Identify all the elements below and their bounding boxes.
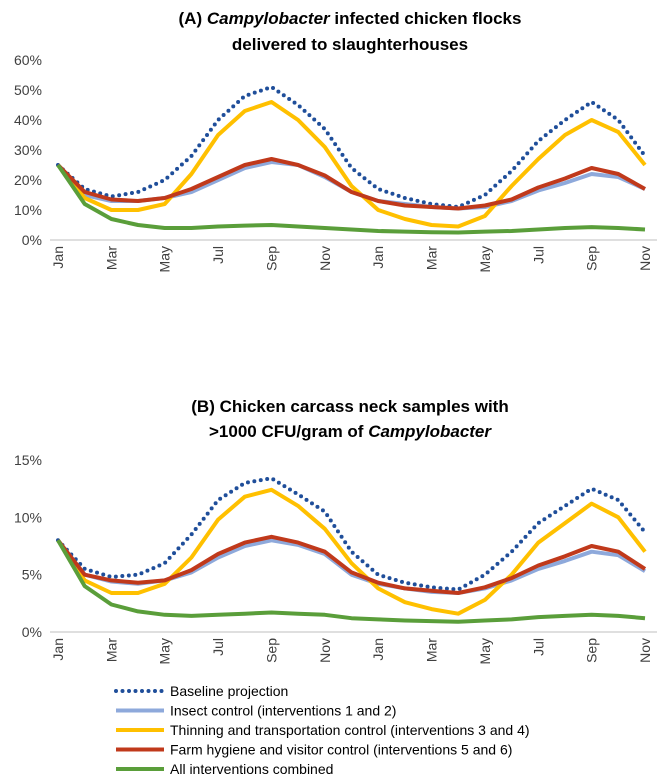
x-tick-label: Sep bbox=[584, 246, 600, 271]
chart-title: (B) Chicken carcass neck samples with bbox=[191, 397, 508, 416]
x-tick-label: Mar bbox=[103, 638, 119, 662]
x-tick-label: Sep bbox=[584, 638, 600, 663]
x-tick-label: Jul bbox=[530, 246, 546, 264]
y-tick-label: 10% bbox=[14, 202, 42, 218]
title-part: Campylobacter bbox=[368, 422, 492, 441]
x-tick-label: Nov bbox=[637, 638, 653, 663]
title-part: delivered to slaughterhouses bbox=[232, 35, 468, 54]
x-tick-label: Sep bbox=[263, 638, 279, 663]
data-line bbox=[56, 539, 646, 624]
y-tick-label: 20% bbox=[14, 172, 42, 188]
x-tick-label: Mar bbox=[424, 638, 440, 662]
title-part: infected chicken flocks bbox=[330, 9, 522, 28]
data-line bbox=[56, 100, 647, 229]
legend: Baseline projection Insect control (inter… bbox=[114, 683, 530, 777]
data-line bbox=[56, 476, 647, 592]
y-tick-label: 30% bbox=[14, 142, 42, 158]
x-tick-label: Jan bbox=[50, 246, 66, 269]
x-tick-label: Jan bbox=[370, 246, 386, 269]
x-tick-label: Nov bbox=[317, 638, 333, 663]
data-line bbox=[56, 538, 647, 595]
y-tick-label: 0% bbox=[22, 232, 42, 248]
data-line bbox=[56, 534, 647, 595]
x-tick-label: Jul bbox=[210, 638, 226, 656]
title-part: (A) bbox=[179, 9, 207, 28]
data-line bbox=[56, 157, 646, 211]
x-tick-label: Jan bbox=[50, 638, 66, 661]
y-tick-label: 5% bbox=[22, 567, 42, 583]
x-tick-label: Sep bbox=[263, 246, 279, 271]
x-tick-label: Mar bbox=[424, 246, 440, 270]
x-tick-label: May bbox=[477, 246, 493, 272]
x-tick-label: Jul bbox=[210, 246, 226, 264]
y-tick-label: 40% bbox=[14, 112, 42, 128]
data-line bbox=[56, 487, 647, 616]
legend-label: Insect control (interventions 1 and 2) bbox=[170, 703, 396, 719]
y-tick-label: 0% bbox=[22, 624, 42, 640]
title-part: Campylobacter bbox=[207, 9, 331, 28]
y-tick-label: 60% bbox=[14, 52, 42, 68]
x-tick-label: May bbox=[477, 638, 493, 664]
chart-title: (A) Campylobacter infected chicken flock… bbox=[179, 9, 522, 28]
data-line bbox=[56, 85, 647, 209]
title-part: >1000 CFU/gram of bbox=[209, 422, 368, 441]
x-tick-label: Jul bbox=[530, 638, 546, 656]
legend-label: Farm hygiene and visitor control (interv… bbox=[170, 742, 512, 758]
data-line bbox=[56, 163, 646, 235]
x-tick-label: Mar bbox=[103, 246, 119, 270]
chart-title: >1000 CFU/gram of Campylobacter bbox=[209, 422, 492, 441]
legend-label: Thinning and transportation control (int… bbox=[170, 722, 530, 738]
x-tick-label: May bbox=[157, 246, 173, 272]
y-tick-label: 50% bbox=[14, 82, 42, 98]
y-tick-label: 15% bbox=[14, 452, 42, 468]
x-tick-label: May bbox=[157, 638, 173, 664]
x-tick-label: Jan bbox=[370, 638, 386, 661]
title-part: (B) Chicken carcass neck samples with bbox=[191, 397, 508, 416]
legend-label: All interventions combined bbox=[170, 761, 333, 777]
x-tick-label: Nov bbox=[637, 246, 653, 271]
x-tick-label: Nov bbox=[317, 246, 333, 271]
chart-title: delivered to slaughterhouses bbox=[232, 35, 468, 54]
y-tick-label: 10% bbox=[14, 509, 42, 525]
legend-label: Baseline projection bbox=[170, 683, 288, 699]
